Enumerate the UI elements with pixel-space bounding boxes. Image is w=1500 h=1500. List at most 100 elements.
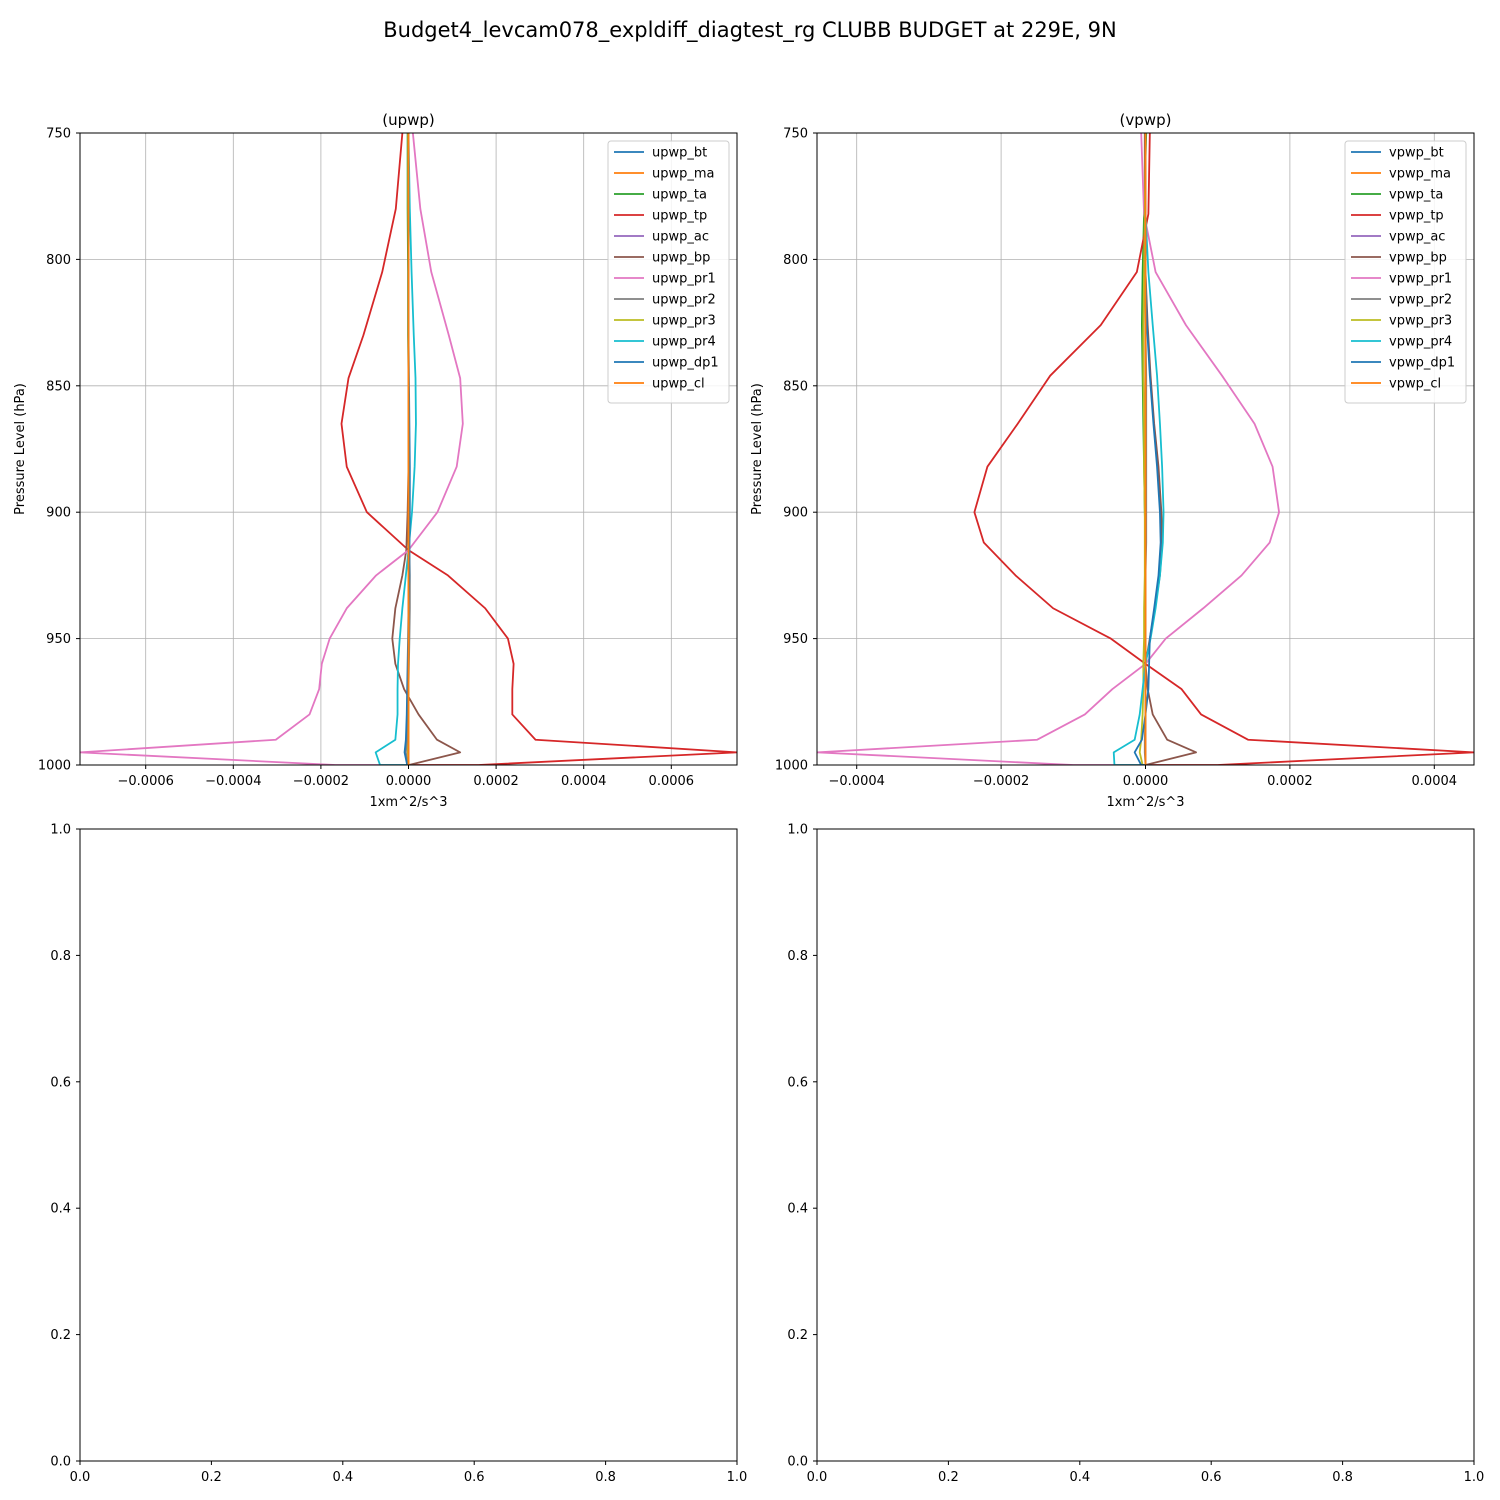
series-line-upwp_pr1 — [80, 133, 464, 765]
legend-entry: upwp_ac — [652, 230, 709, 245]
legend-entry: vpwp_pr2 — [1389, 293, 1452, 308]
legend-entry: vpwp_ta — [1389, 188, 1443, 203]
y-tick-label: 1000 — [38, 759, 71, 774]
x-tick-label: 0.0004 — [561, 774, 607, 789]
x-tick-label: 0.0004 — [1412, 774, 1458, 789]
legend-entry: upwp_ta — [652, 188, 707, 203]
legend-entry: vpwp_pr3 — [1389, 314, 1452, 329]
series-group — [817, 133, 1474, 765]
legend-entry: vpwp_pr4 — [1389, 335, 1452, 350]
y-tick-label: 800 — [783, 253, 808, 268]
y-tick-label: 800 — [46, 253, 71, 268]
legend-entry: upwp_pr4 — [652, 335, 716, 350]
series-line-vpwp_tp — [973, 133, 1474, 765]
panel-2: −0.0004 −0.0002 0.0000 0.0002 0.0004 750 800 85… — [750, 111, 1475, 810]
x-tick-label: 0.6 — [1201, 1470, 1222, 1485]
series-line-vpwp_pr1 — [817, 133, 1280, 765]
x-tick-label: −0.0002 — [973, 774, 1029, 789]
y-axis-label: Pressure Level (hPa) — [13, 383, 28, 515]
legend-entry: vpwp_pr1 — [1389, 272, 1452, 287]
y-tick-label: 0.2 — [50, 1328, 71, 1343]
x-tick-label: 0.6 — [464, 1470, 485, 1485]
x-tick-label: −0.0004 — [205, 774, 261, 789]
legend: vpwp_bt vpwp_ma vpwp_ta vpwp_tp vpwp_ac vpwp_… — [1344, 140, 1467, 404]
legend-entry: upwp_pr3 — [652, 314, 716, 329]
x-tick-label: −0.0004 — [829, 774, 885, 789]
y-tick-label: 950 — [783, 632, 808, 647]
legend-entry: vpwp_tp — [1389, 209, 1444, 224]
legend-entry: upwp_pr2 — [652, 293, 716, 308]
x-tick-label: 1.0 — [727, 1470, 748, 1485]
y-tick-label: 0.8 — [50, 949, 71, 964]
legend-entry: upwp_bt — [652, 146, 707, 161]
figure-suptitle: Budget4_levcam078_expldiff_diagtest_rg C… — [383, 18, 1116, 43]
legend-entry: upwp_ma — [652, 167, 715, 182]
series-line-vpwp_dp1 — [1133, 133, 1162, 765]
y-tick-label: 950 — [46, 632, 71, 647]
y-tick-label: 750 — [783, 127, 808, 142]
x-tick-label: 0.8 — [1332, 1470, 1353, 1485]
panel-title: (vpwp) — [1120, 111, 1172, 129]
axes-frame — [79, 828, 738, 1462]
y-tick-label: 0.8 — [787, 949, 808, 964]
x-tick-label: 1.0 — [1464, 1470, 1485, 1485]
legend: upwp_bt upwp_ma upwp_ta upwp_tp upwp_ac upwp_… — [607, 140, 730, 404]
legend-entry: upwp_tp — [652, 209, 707, 224]
legend-entry: upwp_pr1 — [652, 272, 716, 287]
panels: −0.0006 −0.0004 −0.0002 0.0000 0.0002 0.0004 0… — [13, 111, 1484, 1485]
x-axis-label: 1xm^2/s^3 — [369, 795, 447, 810]
y-tick-label: 750 — [46, 127, 71, 142]
legend-box — [607, 140, 730, 404]
axes-frame — [816, 828, 1475, 1462]
x-tick-label: 0.0002 — [473, 774, 519, 789]
x-tick-label: 0.0 — [807, 1470, 828, 1485]
x-tick-label: 0.4 — [1069, 1470, 1090, 1485]
x-tick-label: 0.2 — [201, 1470, 222, 1485]
y-axis-label: Pressure Level (hPa) — [750, 383, 765, 515]
series-line-upwp_pr4 — [374, 133, 417, 765]
legend-entry: vpwp_bt — [1389, 146, 1444, 161]
x-tick-label: −0.0002 — [293, 774, 349, 789]
panel-4: 0.0 0.2 0.4 0.6 0.8 1.0 0.0 0.2 0.4 0.6 0.8 1.0 — [787, 823, 1484, 1486]
x-tick-label: 0.8 — [595, 1470, 616, 1485]
y-tick-label: 850 — [783, 379, 808, 394]
x-axis-label: 1xm^2/s^3 — [1106, 795, 1184, 810]
y-tick-label: 0.4 — [50, 1202, 71, 1217]
y-tick-label: 0.0 — [50, 1455, 71, 1470]
y-tick-label: 0.4 — [787, 1202, 808, 1217]
y-tick-label: 0.6 — [787, 1075, 808, 1090]
legend-entry: vpwp_bp — [1389, 251, 1447, 266]
y-tick-label: 0.0 — [787, 1455, 808, 1470]
y-tick-label: 1.0 — [787, 823, 808, 838]
legend-entry: upwp_cl — [652, 377, 705, 392]
legend-box — [1344, 140, 1467, 404]
panel-3: 0.0 0.2 0.4 0.6 0.8 1.0 0.0 0.2 0.4 0.6 0.8 1.0 — [50, 823, 747, 1486]
x-tick-label: 0.0000 — [1123, 774, 1169, 789]
y-tick-label: 900 — [783, 506, 808, 521]
y-tick-label: 0.2 — [787, 1328, 808, 1343]
x-tick-label: 0.0006 — [649, 774, 695, 789]
panel-1: −0.0006 −0.0004 −0.0002 0.0000 0.0002 0.0004 0… — [13, 111, 738, 810]
y-tick-label: 900 — [46, 506, 71, 521]
series-line-upwp_tp — [340, 133, 737, 765]
y-tick-label: 1.0 — [50, 823, 71, 838]
panel-title: (upwp) — [382, 111, 435, 129]
legend-entry: vpwp_cl — [1389, 377, 1441, 392]
x-tick-label: 0.0002 — [1267, 774, 1313, 789]
legend-entry: upwp_dp1 — [652, 356, 719, 371]
y-tick-label: 0.6 — [50, 1075, 71, 1090]
series-line-vpwp_pr4 — [1112, 133, 1165, 765]
legend-entry: vpwp_dp1 — [1389, 356, 1455, 371]
x-tick-label: 0.2 — [938, 1470, 959, 1485]
y-tick-label: 850 — [46, 379, 71, 394]
x-tick-label: 0.0000 — [386, 774, 432, 789]
legend-entry: upwp_bp — [652, 251, 710, 266]
legend-entry: vpwp_ma — [1389, 167, 1451, 182]
legend-entry: vpwp_ac — [1389, 230, 1445, 245]
x-tick-label: 0.0 — [70, 1470, 91, 1485]
x-tick-label: 0.4 — [332, 1470, 353, 1485]
series-group — [80, 133, 737, 765]
x-tick-label: −0.0006 — [118, 774, 174, 789]
